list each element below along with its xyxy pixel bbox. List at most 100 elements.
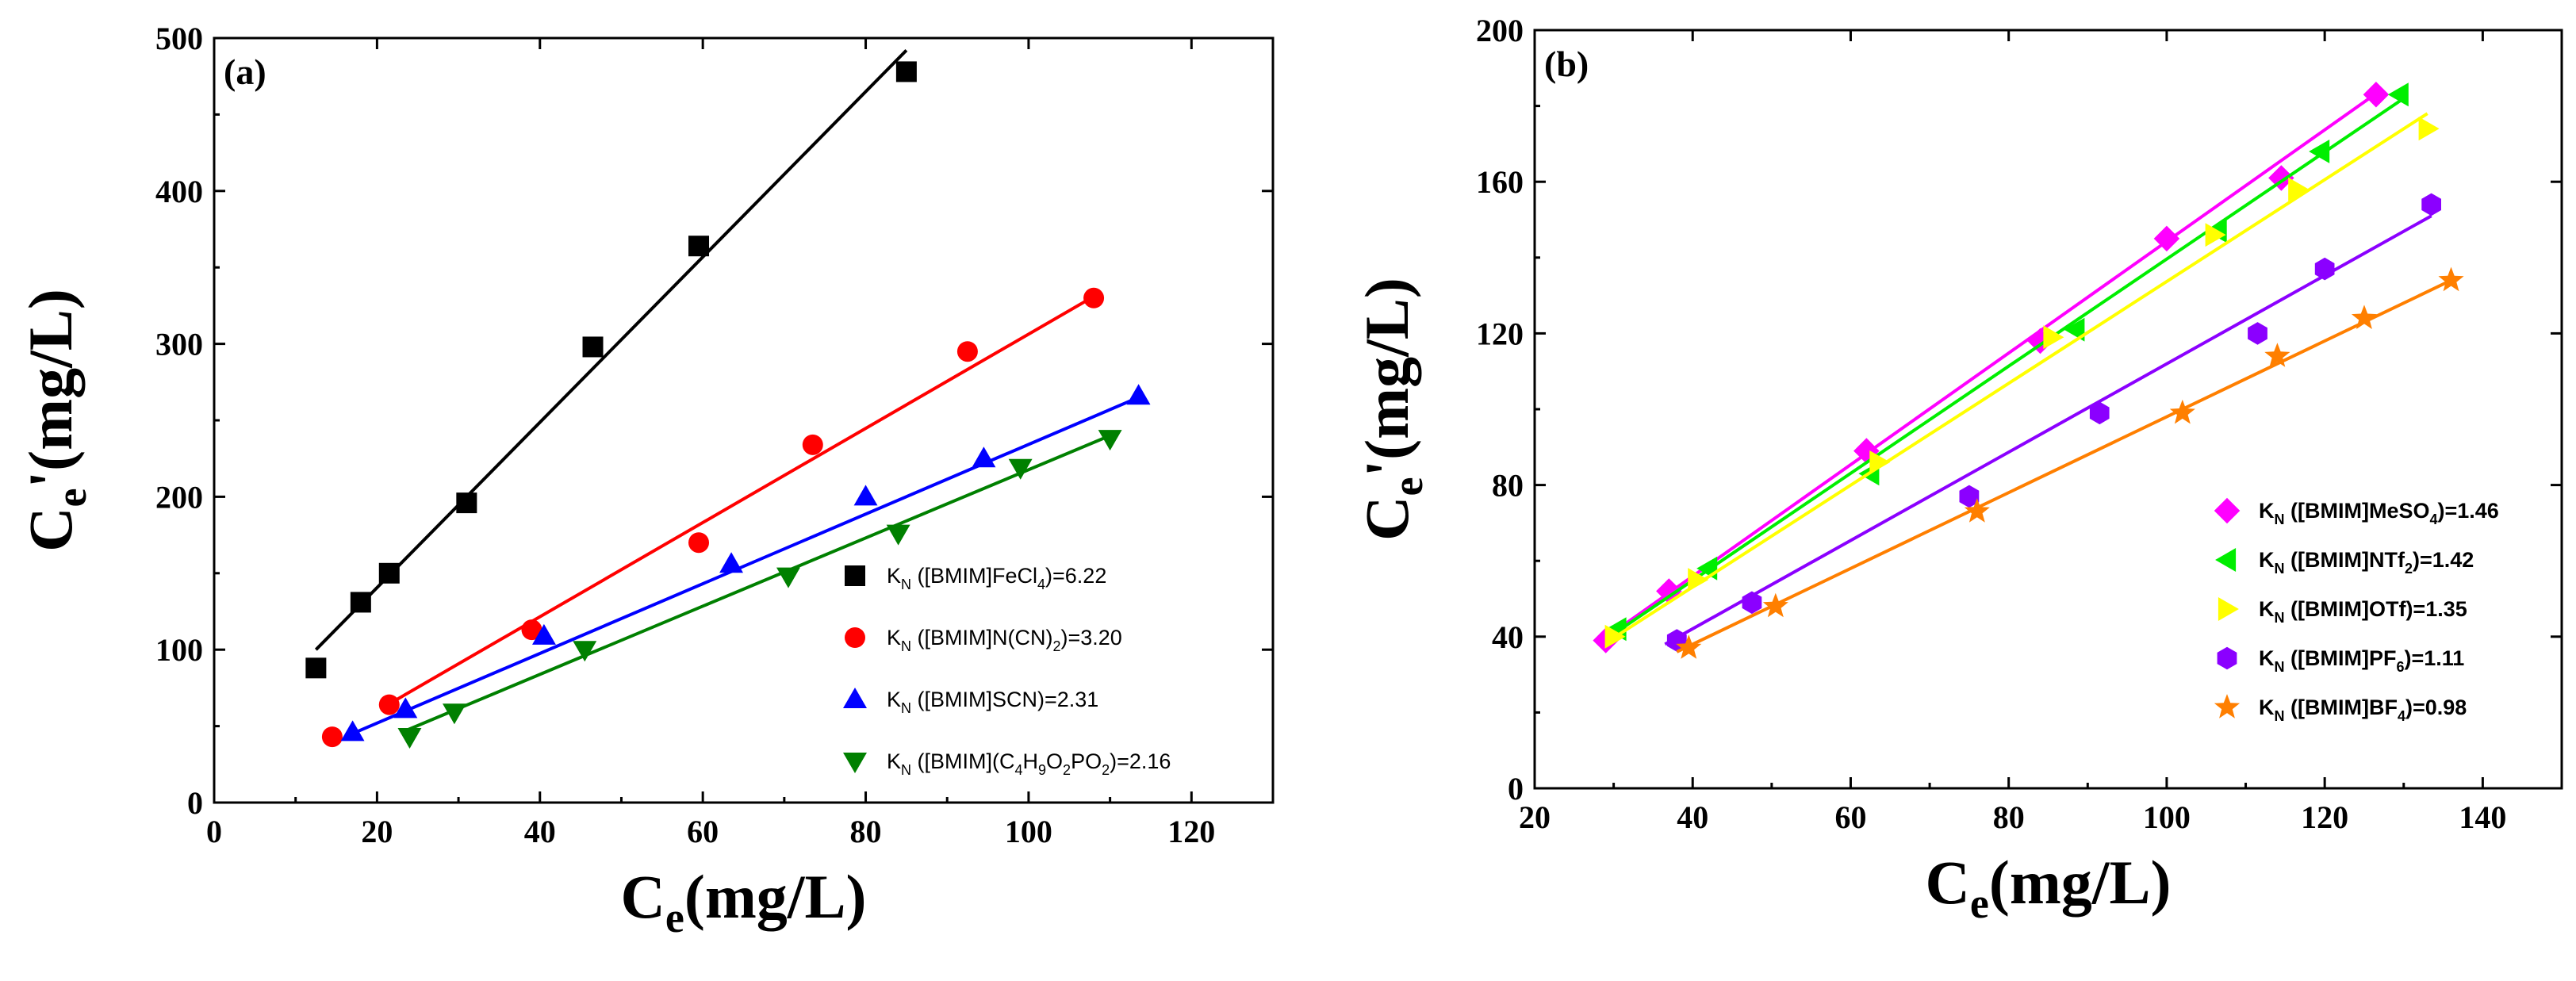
x-tick-label: 20: [1519, 799, 1551, 835]
data-point: [2153, 225, 2180, 252]
fit-line: [1600, 89, 2382, 642]
series-5: [1676, 266, 2464, 659]
legend-label: KN ([BMIM]N(CN)2)=3.20: [887, 626, 1122, 654]
series-2: [321, 287, 1105, 748]
legend-k-sub: N: [2275, 561, 2285, 577]
y-axis-label-main: C: [1352, 496, 1421, 540]
panel-label: (a): [224, 52, 266, 92]
y-tick-label: 160: [1476, 164, 1524, 200]
data-point: [802, 434, 823, 455]
data-point: [573, 641, 597, 662]
legend-marker: [845, 565, 865, 586]
data-point: [2248, 322, 2267, 345]
legend-text: )=3.20: [1061, 626, 1122, 650]
x-tick-label: 120: [2301, 799, 2348, 835]
data-point: [321, 726, 343, 748]
legend-k-sub: N: [2275, 708, 2285, 724]
data-point: [776, 567, 800, 588]
x-tick-label: 80: [850, 814, 882, 849]
data-point: [2363, 82, 2390, 108]
legend-sub: 2: [2405, 561, 2413, 577]
data-point: [2264, 343, 2290, 367]
y-axis-label: Ce'(mg/L): [16, 289, 95, 552]
data-point: [1688, 568, 1709, 592]
legend-text: ([BMIM](C: [911, 749, 1014, 773]
y-tick-label: 500: [155, 21, 203, 56]
x-tick-label: 120: [1167, 814, 1215, 849]
y-axis-label-sub: e: [48, 488, 95, 507]
legend-text: )=0.98: [2405, 696, 2467, 719]
data-point: [2288, 177, 2310, 201]
x-axis-label-rest: (mg/L): [684, 862, 867, 931]
x-axis-label-main: C: [1926, 848, 1970, 917]
legend-k-sub: N: [901, 700, 911, 716]
x-tick-label: 20: [361, 814, 393, 849]
legend-k: K: [887, 688, 901, 711]
panel-a: 0 20 40 60 80 100 1200100200300400500Ce(mg/L)C…: [16, 21, 1275, 941]
legend-k-sub: N: [2275, 512, 2285, 527]
x-axis-label: Ce(mg/L): [1926, 848, 2172, 927]
series-3: [340, 384, 1151, 741]
data-point: [719, 552, 743, 573]
legend-marker: [2214, 497, 2241, 524]
data-point: [350, 592, 371, 613]
data-point: [456, 492, 477, 514]
legend-sub: 4: [1015, 762, 1023, 778]
legend-label: KN ([BMIM](C4H9O2PO2)=2.16: [887, 749, 1171, 778]
legend-k: K: [2259, 597, 2275, 621]
legend-k: K: [887, 749, 901, 773]
x-tick-label: 0: [206, 814, 222, 849]
y-axis-label-main: C: [16, 507, 85, 551]
data-point: [521, 619, 542, 641]
x-axis-label: Ce(mg/L): [621, 862, 867, 941]
legend-text: ([BMIM]FeCl: [911, 564, 1037, 588]
legend-text: ([BMIM]PF: [2285, 646, 2397, 670]
x-axis-label-sub: e: [665, 894, 684, 941]
y-tick-label: 0: [187, 785, 203, 821]
legend-sub: 4: [1037, 577, 1045, 592]
data-point: [2351, 305, 2377, 329]
data-point: [2418, 117, 2440, 141]
y-axis-label-sub: e: [1384, 477, 1432, 496]
data-point: [1762, 592, 1788, 618]
legend-k-sub: N: [901, 577, 911, 592]
data-point: [2043, 325, 2064, 350]
legend-sub: 2: [1052, 638, 1060, 654]
legend-text: ([BMIM]MeSO: [2285, 499, 2430, 523]
legend-label: KN ([BMIM]PF6)=1.11: [2259, 646, 2464, 675]
data-point: [972, 446, 996, 468]
legend-k-sub: N: [901, 762, 911, 778]
x-axis-label-main: C: [621, 862, 665, 931]
fit-line: [404, 434, 1111, 733]
legend-sub: 4: [2398, 708, 2405, 724]
data-point: [532, 623, 556, 645]
data-point: [378, 694, 400, 715]
y-axis-label-rest: '(mg/L): [16, 289, 85, 488]
fit-line: [347, 396, 1140, 738]
data-point: [1676, 634, 1702, 659]
legend-marker: [843, 753, 867, 773]
legend-k: K: [2259, 696, 2275, 719]
data-point: [886, 524, 910, 546]
legend-label: KN ([BMIM]NTf2)=1.42: [2259, 548, 2474, 577]
x-tick-label: 40: [1677, 799, 1708, 835]
data-point: [1742, 591, 1762, 615]
data-point: [1126, 384, 1151, 405]
legend-text: ([BMIM]NTf: [2285, 548, 2405, 572]
fit-line: [1608, 97, 2405, 638]
data-point: [688, 532, 710, 554]
legend-text: ([BMIM]BF: [2285, 696, 2398, 719]
data-point: [2089, 401, 2110, 425]
data-point: [1964, 498, 1990, 523]
x-tick-label: 60: [1834, 799, 1866, 835]
data-point: [2064, 317, 2085, 342]
legend-sub: 4: [2429, 512, 2437, 527]
data-point: [1869, 450, 1891, 474]
y-axis-label-rest: '(mg/L): [1352, 278, 1421, 477]
legend-text: )=2.16: [1110, 749, 1171, 773]
y-tick-label: 80: [1492, 468, 1524, 504]
x-axis-label-rest: (mg/L): [1989, 848, 2172, 917]
data-point: [1098, 430, 1122, 451]
legend-k: K: [887, 626, 901, 650]
fit-line: [1676, 278, 2452, 653]
